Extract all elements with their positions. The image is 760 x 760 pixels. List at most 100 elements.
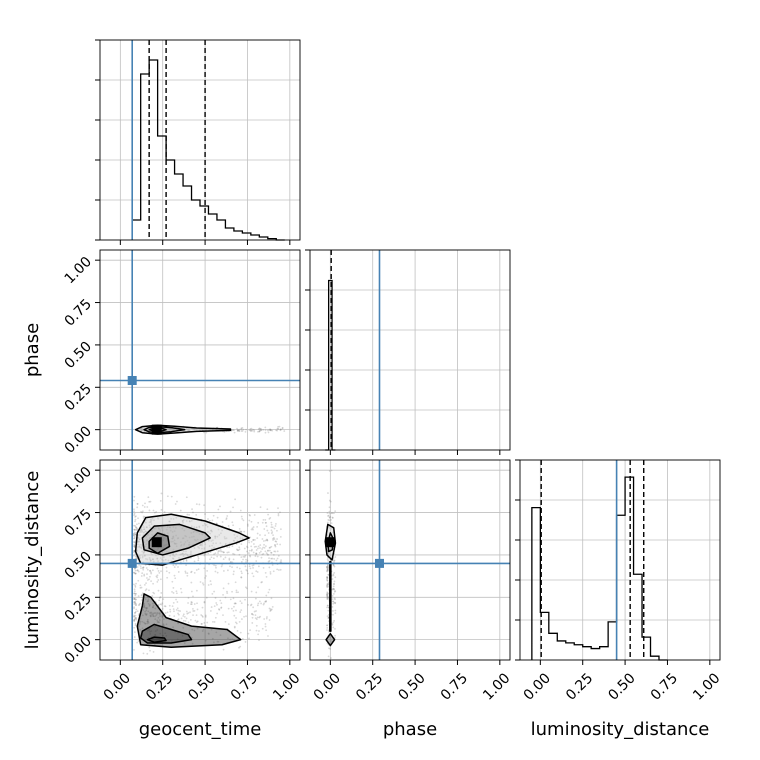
sample-point: [268, 557, 270, 560]
sample-point: [259, 547, 261, 549]
sample-point: [259, 429, 262, 432]
sample-point: [244, 554, 247, 557]
sample-point: [271, 605, 274, 608]
sample-point: [134, 602, 137, 605]
sample-point: [269, 429, 272, 432]
sample-point: [182, 619, 185, 622]
sample-point: [332, 600, 335, 603]
sample-point: [146, 618, 149, 621]
sample-point: [177, 609, 180, 612]
sample-point: [136, 641, 139, 644]
sample-point: [135, 526, 137, 529]
sample-point: [161, 602, 164, 605]
sample-point: [161, 634, 164, 637]
sample-point: [270, 551, 273, 554]
sample-point: [161, 535, 164, 538]
sample-point: [148, 509, 151, 512]
sample-point: [175, 590, 178, 593]
sample-point: [268, 588, 271, 591]
sample-point: [257, 521, 260, 524]
sample-point: [163, 544, 166, 547]
sample-point: [183, 642, 186, 645]
sample-point: [260, 428, 262, 430]
sample-point: [153, 548, 156, 550]
sample-point: [260, 550, 262, 553]
sample-point: [154, 634, 157, 637]
sample-point: [187, 429, 190, 432]
sample-point: [133, 603, 136, 605]
sample-point: [158, 528, 160, 530]
sample-point: [251, 564, 254, 567]
sample-point: [155, 511, 158, 513]
sample-point: [148, 524, 151, 527]
sample-point: [209, 580, 212, 582]
sample-point: [169, 526, 172, 529]
sample-point: [327, 564, 329, 567]
sample-point: [135, 617, 137, 620]
sample-point: [169, 428, 172, 431]
sample-point: [329, 636, 331, 639]
sample-point: [258, 630, 260, 632]
sample-point: [250, 427, 253, 430]
sample-point: [159, 615, 162, 618]
sample-point: [202, 628, 205, 631]
sample-point: [255, 610, 257, 612]
sample-point: [141, 428, 144, 431]
sample-point: [175, 542, 178, 545]
sample-point: [334, 627, 336, 630]
sample-point: [147, 534, 150, 536]
sample-point: [159, 596, 162, 598]
sample-point: [327, 552, 330, 555]
sample-point: [258, 639, 260, 642]
sample-point: [276, 557, 279, 560]
sample-point: [152, 615, 155, 617]
sample-point: [326, 578, 328, 581]
sample-point: [145, 530, 148, 533]
sample-point: [134, 572, 137, 575]
sample-point: [133, 592, 136, 595]
sample-point: [277, 426, 279, 428]
sample-point: [330, 518, 332, 521]
sample-point: [206, 570, 209, 572]
sample-point: [246, 545, 248, 548]
sample-point: [144, 530, 147, 533]
sample-point: [172, 553, 174, 556]
y-tick-label-luminosity_distance: 0.25: [62, 591, 95, 624]
sample-point: [174, 503, 177, 505]
sample-point: [236, 430, 239, 432]
sample-point: [212, 514, 215, 517]
sample-point: [154, 549, 157, 551]
sample-point: [133, 590, 136, 593]
sample-point: [135, 557, 138, 560]
sample-point: [135, 582, 137, 585]
sample-point: [240, 576, 243, 579]
sample-point: [257, 428, 260, 430]
sample-point: [183, 543, 185, 546]
sample-point: [140, 429, 143, 432]
sample-point: [141, 627, 144, 630]
sample-point: [259, 534, 261, 536]
sample-point: [177, 612, 179, 615]
sample-point: [269, 608, 272, 611]
sample-point: [209, 428, 212, 431]
sample-point: [198, 532, 201, 535]
sample-point: [147, 599, 150, 602]
sample-point: [326, 624, 328, 627]
sample-point: [193, 538, 196, 541]
sample-point: [247, 572, 249, 575]
sample-point: [332, 610, 334, 612]
sample-point: [232, 573, 235, 576]
sample-point: [207, 552, 210, 555]
sample-point: [169, 529, 172, 532]
sample-point: [133, 508, 135, 511]
sample-point: [135, 555, 137, 558]
sample-point: [269, 429, 272, 432]
sample-point: [133, 537, 135, 540]
sample-point: [255, 618, 258, 621]
sample-point: [184, 541, 187, 543]
sample-point: [248, 552, 250, 554]
sample-point: [173, 615, 176, 618]
sample-point: [263, 543, 265, 546]
sample-point: [149, 558, 151, 561]
sample-point: [149, 633, 152, 635]
